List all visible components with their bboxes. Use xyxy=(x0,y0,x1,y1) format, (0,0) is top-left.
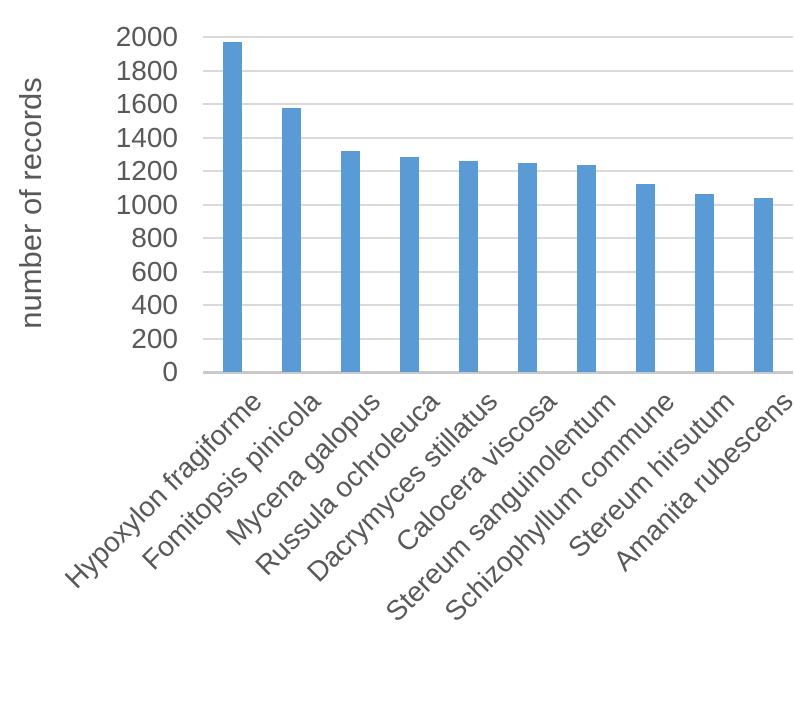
bar xyxy=(636,183,655,372)
y-tick-label: 1800 xyxy=(115,54,178,86)
bar xyxy=(754,197,773,372)
y-tick-label: 0 xyxy=(162,356,178,387)
gridline xyxy=(203,69,793,72)
y-tick-label: 400 xyxy=(131,289,178,320)
gridline xyxy=(203,304,793,306)
bar xyxy=(282,108,301,372)
y-tick-label: 1400 xyxy=(115,121,178,153)
gridline xyxy=(203,203,793,206)
y-tick-label: 1000 xyxy=(115,188,178,220)
bar xyxy=(459,160,478,372)
gridline xyxy=(203,36,793,38)
gridline xyxy=(203,136,793,139)
y-tick-label: 1200 xyxy=(115,155,178,186)
x-axis-line xyxy=(203,371,793,374)
bar xyxy=(341,150,360,372)
y-tick-label: 600 xyxy=(131,255,178,287)
bar xyxy=(223,42,242,372)
gridline xyxy=(203,337,793,340)
y-axis-title: number of records xyxy=(13,77,48,329)
y-tick-label: 200 xyxy=(131,322,178,354)
y-tick-label: 800 xyxy=(131,222,178,253)
gridline xyxy=(203,170,793,172)
bar xyxy=(695,193,714,372)
bar xyxy=(518,163,537,372)
y-tick-label: 1600 xyxy=(115,88,178,119)
bar xyxy=(400,156,419,372)
gridline xyxy=(203,237,793,239)
y-tick-label: 2000 xyxy=(115,21,178,52)
gridline xyxy=(203,270,793,273)
gridline xyxy=(203,103,793,105)
bar xyxy=(577,165,596,372)
